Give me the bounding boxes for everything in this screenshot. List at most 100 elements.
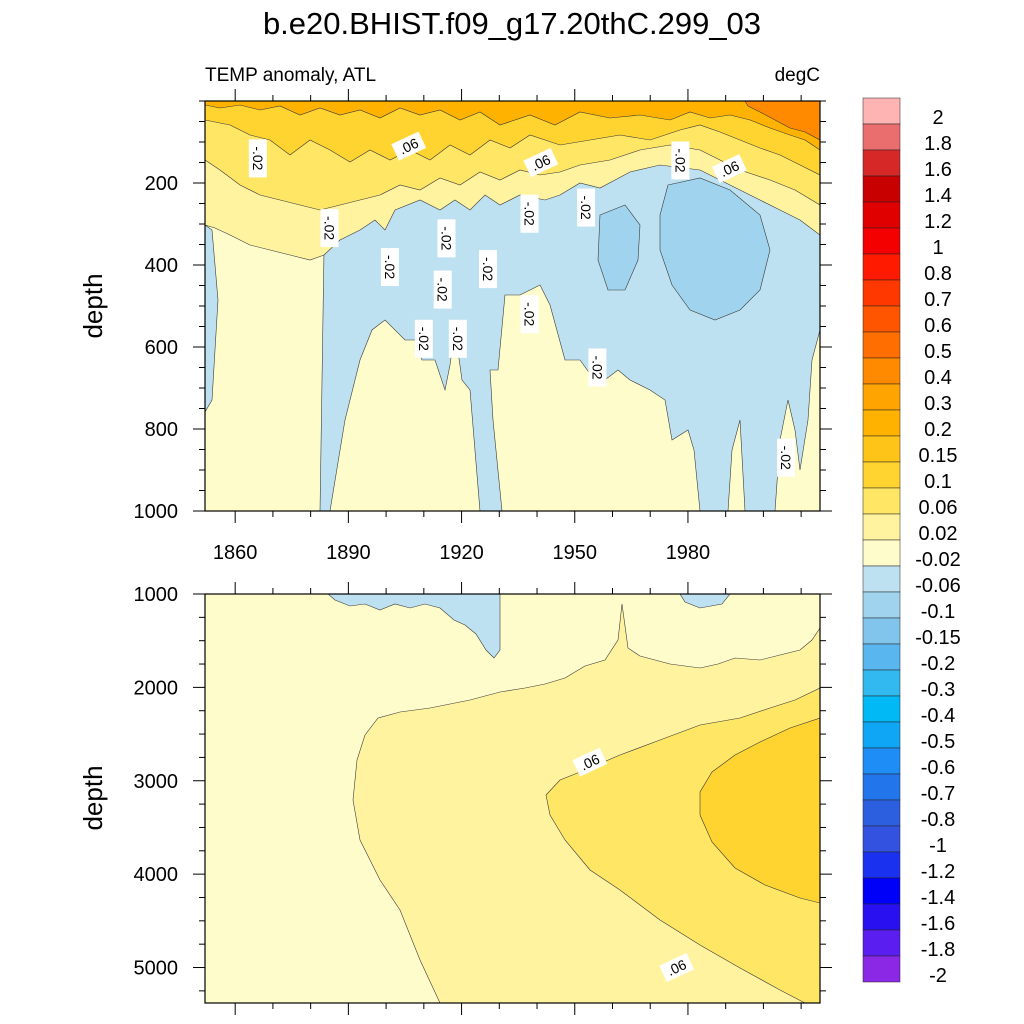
colorbar-tick-label: -0.02 (915, 549, 961, 571)
colorbar-tick-label: -1.2 (921, 861, 955, 883)
colorbar-swatch (862, 97, 901, 125)
colorbar-tick-label: -1 (929, 835, 947, 857)
colorbar-swatch (862, 123, 901, 151)
contour-label-box (437, 219, 456, 258)
colorbar-swatch (862, 669, 901, 697)
colorbar-tick-label: 2 (932, 107, 943, 129)
colorbar-tick-label: -1.6 (921, 913, 955, 935)
y-tick-label: 1000 (134, 584, 179, 606)
colorbar-tick-label: 0.8 (924, 263, 952, 285)
contour-label-text: .06 (664, 956, 689, 979)
contour-label: -.02 (478, 250, 497, 289)
contour-label: .06 (659, 953, 695, 983)
colorbar-tick-label: -0.15 (915, 627, 961, 649)
colorbar-tick-label: 0.2 (924, 419, 952, 441)
contour-label-text: -.02 (322, 216, 338, 240)
upper-orange-band (205, 101, 820, 151)
contour-label-text: -.02 (578, 196, 594, 220)
contour-label-box (712, 154, 747, 184)
contour-label-text: -.02 (250, 146, 266, 170)
contour-label-box (572, 747, 608, 777)
contour-label: .06 (391, 131, 427, 161)
contour-label-text: .06 (578, 751, 603, 774)
colorbar-swatch (862, 279, 901, 307)
right-subtitle: degC (775, 65, 820, 86)
contour-label: -.02 (380, 248, 399, 287)
contour-label: -.02 (433, 270, 452, 309)
contour-label-box (671, 141, 690, 180)
colorbar-tick-label: -1.8 (921, 939, 955, 961)
colorbar-swatch (862, 305, 901, 333)
colorbar-tick-label: 1.4 (924, 185, 952, 207)
colorbar-tick-label: -0.06 (915, 575, 961, 597)
contour-label-box (414, 319, 433, 358)
colorbar-swatch (862, 929, 901, 957)
contour-label-box (320, 209, 339, 248)
colorbar-tick-label: 0.6 (924, 315, 952, 337)
contour-label: -.02 (671, 141, 690, 180)
colorbar-tick-label: 0.02 (919, 523, 958, 545)
colorbar-swatch (862, 539, 901, 567)
contour-label-text: .06 (529, 151, 554, 174)
colorbar-tick-label: 0.1 (924, 471, 952, 493)
lower-contour-labels: .06 .06 (572, 747, 695, 983)
contour-label: -.02 (448, 319, 467, 358)
colorbar-tick-label: -2 (929, 965, 947, 987)
y-tick-label: 3000 (134, 771, 179, 793)
contour-label-text: -.02 (672, 148, 688, 172)
colorbar: 2 1.8 1.6 1.4 1.2 1 0.8 0.7 0.6 0.5 0.4 0.3 0.2 0.15 0… (862, 97, 961, 987)
colorbar-swatch (862, 851, 901, 879)
contour-label: -.02 (320, 209, 339, 248)
upper-y-axis-label: depth (78, 273, 108, 338)
colorbar-swatch (862, 331, 901, 359)
colorbar-swatch (862, 617, 901, 645)
contour-label-text: -.02 (589, 355, 605, 379)
upper-panel: 1860 1890 1920 1950 1980 200 400 600 800 1000 dep… (78, 89, 832, 564)
colorbar-swatch (862, 955, 901, 983)
contour-label-text: -.02 (438, 226, 454, 250)
colorbar-swatch (862, 565, 901, 593)
colorbar-tick-label: 0.7 (924, 289, 952, 311)
contour-label-box (659, 953, 695, 983)
contour-label-box (448, 319, 467, 358)
colorbar-tick-label: 0.4 (924, 367, 952, 389)
x-tick-label: 1950 (553, 542, 598, 564)
colorbar-swatch (862, 721, 901, 749)
lower-axis-ticks: 1000 2000 3000 4000 5000 (134, 582, 832, 1015)
colorbar-tick-label: 0.15 (919, 445, 958, 467)
colorbar-tick-label: -0.7 (921, 783, 955, 805)
y-tick-label: 5000 (134, 958, 179, 980)
colorbar-tick-label: -0.1 (921, 601, 955, 623)
contour-label: .06 (712, 154, 747, 184)
contour-label-box (520, 295, 539, 334)
contour-label: -.02 (414, 319, 433, 358)
colorbar-tick-label: -0.8 (921, 809, 955, 831)
contour-label-box (433, 270, 452, 309)
colorbar-swatch (862, 591, 901, 619)
contour-label-text: -.02 (521, 202, 537, 226)
contour-label-text: -.02 (416, 327, 432, 351)
contour-label-text: -.02 (450, 327, 466, 351)
colorbar-swatch (862, 799, 901, 827)
contour-label-box (523, 148, 559, 177)
upper-negative-patch-2 (597, 204, 641, 291)
colorbar-tick-label: -0.4 (921, 705, 955, 727)
y-tick-label: 4000 (134, 864, 179, 886)
y-tick-label: 200 (145, 173, 178, 195)
colorbar-tick-label: 0.06 (919, 497, 958, 519)
colorbar-tick-label: -0.5 (921, 731, 955, 753)
contour-label-text: .06 (717, 157, 742, 180)
upper-axis-ticks: 1860 1890 1920 1950 1980 200 400 600 800 1000 (134, 89, 832, 564)
colorbar-swatch (862, 643, 901, 671)
contour-label-box (380, 248, 399, 287)
contour-label-box (478, 250, 497, 289)
colorbar-swatch (862, 227, 901, 255)
contour-label: .06 (572, 747, 608, 777)
figure-title: b.e20.BHIST.f09_g17.20thC.299_03 (263, 6, 761, 41)
colorbar-swatch (862, 747, 901, 775)
colorbar-swatch (862, 487, 901, 515)
lower-plot-frame (204, 593, 821, 1004)
contour-label-text: -.02 (382, 255, 398, 279)
upper-left-negative-strip (205, 224, 219, 413)
colorbar-swatch (862, 825, 901, 853)
